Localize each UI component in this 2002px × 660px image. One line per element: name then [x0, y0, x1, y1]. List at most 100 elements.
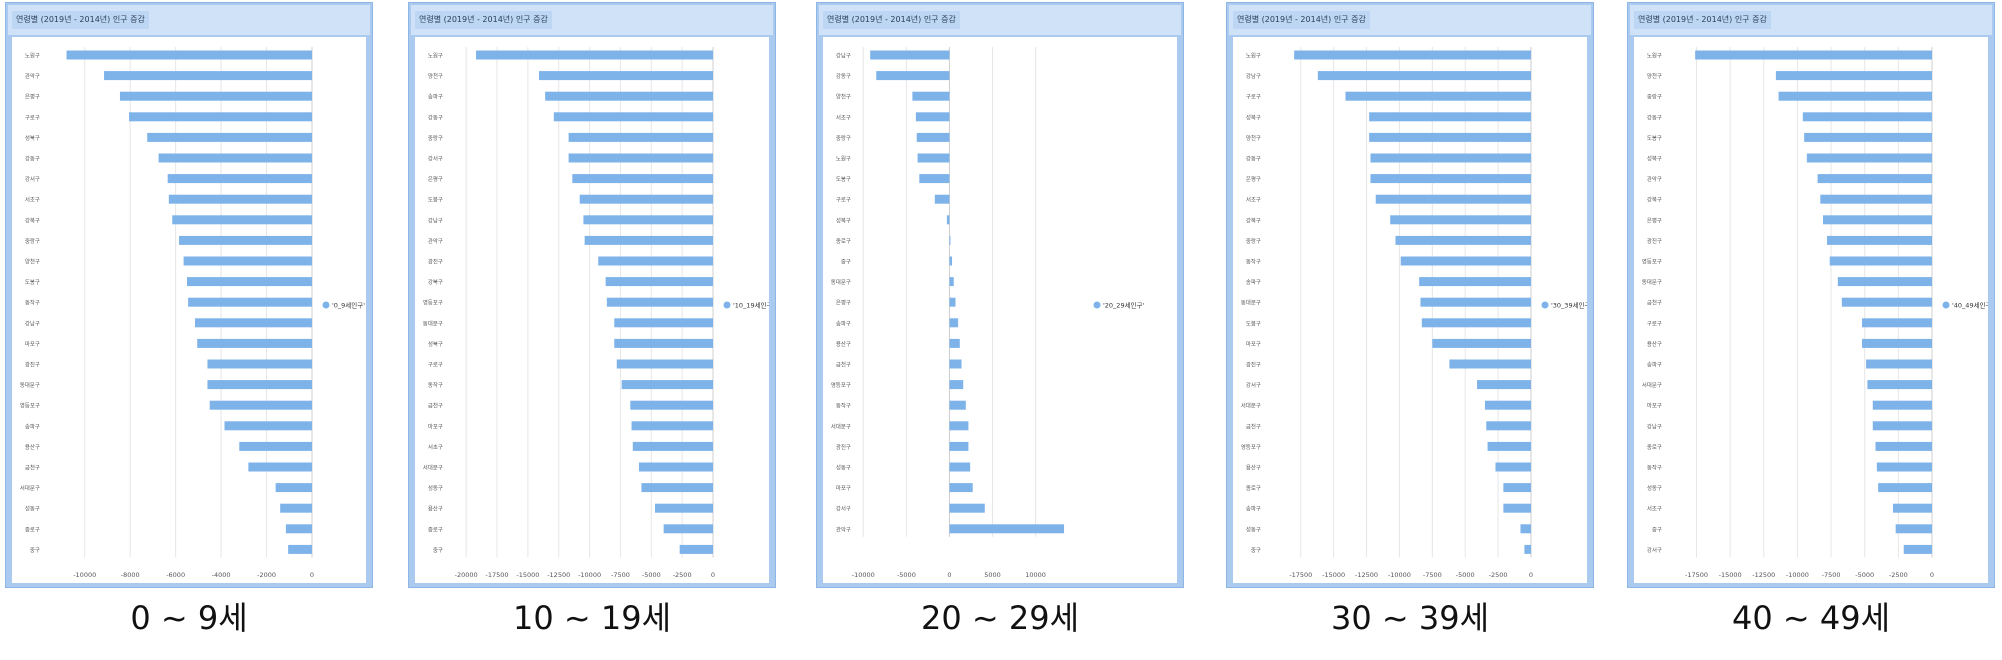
bar[interactable]: [1867, 380, 1932, 390]
bar[interactable]: [1477, 380, 1531, 390]
bar[interactable]: [949, 462, 971, 472]
bar[interactable]: [1862, 318, 1932, 328]
bar[interactable]: [1520, 524, 1531, 534]
bar[interactable]: [1421, 318, 1531, 328]
bar[interactable]: [641, 483, 713, 493]
bar[interactable]: [579, 194, 713, 204]
bar[interactable]: [1695, 50, 1932, 60]
bar[interactable]: [288, 544, 312, 554]
bar[interactable]: [917, 153, 950, 163]
bar[interactable]: [1895, 524, 1932, 534]
bar[interactable]: [239, 441, 312, 451]
bar[interactable]: [614, 318, 713, 328]
bar[interactable]: [949, 297, 956, 307]
bar[interactable]: [1390, 215, 1531, 225]
bar[interactable]: [1432, 338, 1531, 348]
bar[interactable]: [66, 50, 312, 60]
bar[interactable]: [553, 112, 713, 122]
bar[interactable]: [949, 421, 969, 431]
bar[interactable]: [949, 483, 973, 493]
bar[interactable]: [476, 50, 713, 60]
bar[interactable]: [1420, 297, 1531, 307]
bar[interactable]: [1419, 277, 1531, 287]
bar[interactable]: [194, 318, 312, 328]
bar[interactable]: [912, 91, 950, 101]
bar[interactable]: [934, 194, 950, 204]
bar[interactable]: [915, 112, 950, 122]
bar[interactable]: [949, 256, 953, 266]
bar[interactable]: [949, 235, 951, 245]
bar[interactable]: [167, 174, 312, 184]
bar[interactable]: [949, 318, 959, 328]
bar[interactable]: [598, 256, 713, 266]
bar[interactable]: [916, 132, 950, 142]
bar[interactable]: [538, 71, 713, 81]
bar[interactable]: [1370, 174, 1531, 184]
bar[interactable]: [584, 235, 713, 245]
bar[interactable]: [1878, 483, 1932, 493]
bar[interactable]: [638, 462, 713, 472]
bar[interactable]: [280, 503, 312, 513]
bar[interactable]: [1841, 297, 1932, 307]
bar[interactable]: [1827, 235, 1932, 245]
bar[interactable]: [572, 174, 713, 184]
bar[interactable]: [1778, 91, 1932, 101]
bar[interactable]: [616, 359, 713, 369]
bar[interactable]: [207, 380, 312, 390]
bar[interactable]: [1822, 215, 1932, 225]
bar[interactable]: [1369, 112, 1531, 122]
bar[interactable]: [568, 153, 713, 163]
bar[interactable]: [1872, 421, 1932, 431]
bar[interactable]: [1862, 338, 1932, 348]
bar[interactable]: [1486, 421, 1531, 431]
bar[interactable]: [168, 194, 312, 204]
bar[interactable]: [209, 400, 312, 410]
bar[interactable]: [179, 235, 312, 245]
bar[interactable]: [1484, 400, 1531, 410]
bar[interactable]: [1375, 194, 1531, 204]
bar[interactable]: [919, 174, 950, 184]
bar[interactable]: [1400, 256, 1531, 266]
bar[interactable]: [1487, 441, 1531, 451]
bar[interactable]: [949, 359, 962, 369]
bar[interactable]: [129, 112, 312, 122]
bar[interactable]: [1345, 91, 1531, 101]
bar[interactable]: [1903, 544, 1932, 554]
bar[interactable]: [207, 359, 312, 369]
bar[interactable]: [1294, 50, 1531, 60]
bar[interactable]: [1369, 132, 1531, 142]
bar[interactable]: [949, 277, 954, 287]
bar[interactable]: [876, 71, 950, 81]
bar[interactable]: [158, 153, 312, 163]
bar[interactable]: [275, 483, 312, 493]
bar[interactable]: [183, 256, 312, 266]
bar[interactable]: [1775, 71, 1932, 81]
bar[interactable]: [1503, 483, 1531, 493]
bar[interactable]: [949, 503, 985, 513]
bar[interactable]: [1395, 235, 1531, 245]
bar[interactable]: [949, 524, 1065, 534]
bar[interactable]: [545, 91, 713, 101]
bar[interactable]: [949, 400, 966, 410]
bar[interactable]: [568, 132, 713, 142]
bar[interactable]: [1806, 153, 1932, 163]
bar[interactable]: [870, 50, 950, 60]
bar[interactable]: [1817, 174, 1932, 184]
bar[interactable]: [1449, 359, 1531, 369]
bar[interactable]: [679, 544, 713, 554]
bar[interactable]: [248, 462, 312, 472]
bar[interactable]: [621, 380, 713, 390]
bar[interactable]: [104, 71, 312, 81]
bar[interactable]: [1495, 462, 1531, 472]
bar[interactable]: [605, 277, 713, 287]
bar[interactable]: [1876, 462, 1932, 472]
bar[interactable]: [1802, 112, 1932, 122]
bar[interactable]: [583, 215, 713, 225]
bar[interactable]: [1892, 503, 1932, 513]
bar[interactable]: [285, 524, 312, 534]
bar[interactable]: [1370, 153, 1531, 163]
bar[interactable]: [197, 338, 312, 348]
bar[interactable]: [949, 380, 964, 390]
bar[interactable]: [1820, 194, 1932, 204]
bar[interactable]: [1872, 400, 1932, 410]
